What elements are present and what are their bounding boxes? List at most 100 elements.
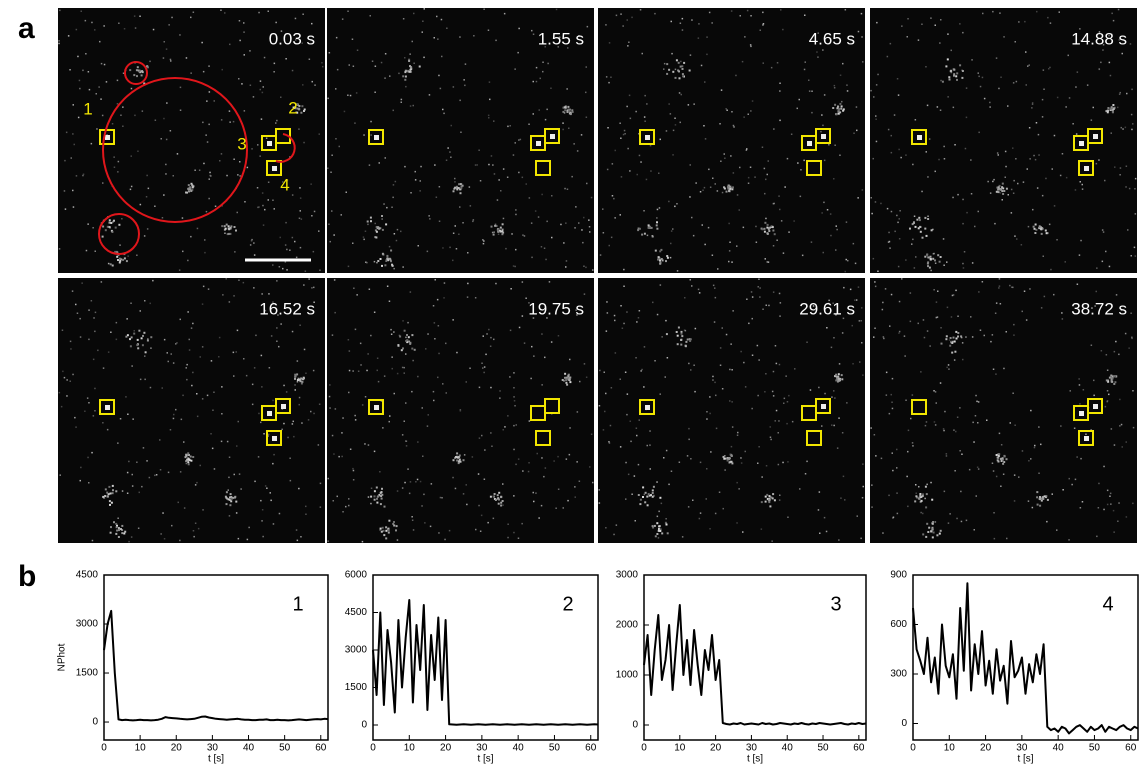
noise-pixel	[779, 364, 781, 366]
noise-pixel	[180, 471, 182, 473]
blob-pixel	[955, 331, 957, 333]
blob-pixel	[641, 234, 643, 236]
blob-pixel	[731, 462, 733, 464]
blob-pixel	[648, 493, 650, 495]
noise-pixel	[366, 262, 368, 264]
noise-pixel	[201, 42, 203, 44]
y-tick-label: 1500	[76, 668, 99, 679]
noise-pixel	[856, 130, 858, 132]
noise-pixel	[627, 148, 629, 150]
noise-pixel	[859, 361, 861, 363]
noise-pixel	[276, 120, 278, 122]
blob-pixel	[390, 250, 392, 252]
noise-pixel	[706, 468, 708, 470]
noise-pixel	[1126, 441, 1128, 443]
noise-pixel	[218, 356, 220, 358]
noise-pixel	[149, 61, 151, 63]
noise-pixel	[603, 232, 605, 234]
noise-pixel	[261, 118, 263, 120]
noise-pixel	[891, 402, 893, 404]
noise-pixel	[309, 59, 311, 61]
noise-pixel	[389, 421, 391, 423]
noise-pixel	[423, 57, 425, 59]
noise-pixel	[131, 536, 133, 538]
spot	[1079, 411, 1084, 416]
noise-pixel	[289, 458, 291, 460]
noise-pixel	[429, 94, 431, 96]
noise-pixel	[495, 283, 497, 285]
blob-pixel	[915, 226, 917, 228]
blob-pixel	[951, 352, 953, 354]
blob-pixel	[497, 228, 499, 230]
blob-pixel	[375, 237, 377, 239]
noise-pixel	[1076, 456, 1078, 458]
noise-pixel	[378, 381, 380, 383]
noise-pixel	[441, 497, 443, 499]
noise-pixel	[927, 105, 929, 107]
noise-pixel	[1077, 71, 1079, 73]
noise-pixel	[712, 379, 714, 381]
noise-pixel	[569, 427, 571, 429]
noise-pixel	[885, 288, 887, 290]
noise-pixel	[1122, 128, 1124, 130]
blob-pixel	[953, 337, 955, 339]
noise-pixel	[779, 209, 781, 211]
noise-pixel	[292, 331, 294, 333]
noise-pixel	[966, 520, 968, 522]
noise-pixel	[1082, 184, 1084, 186]
noise-pixel	[611, 237, 613, 239]
blob-pixel	[680, 339, 682, 341]
noise-pixel	[354, 415, 356, 417]
blob-pixel	[1112, 111, 1114, 113]
noise-pixel	[586, 183, 588, 185]
noise-pixel	[1065, 261, 1067, 263]
blob-pixel	[682, 75, 684, 77]
noise-pixel	[658, 511, 660, 512]
noise-pixel	[806, 342, 808, 344]
noise-pixel	[1113, 531, 1115, 533]
noise-pixel	[883, 336, 885, 338]
noise-pixel	[946, 453, 948, 455]
noise-pixel	[1035, 159, 1037, 161]
blob-pixel	[497, 497, 499, 499]
noise-pixel	[899, 218, 901, 220]
noise-pixel	[862, 374, 864, 376]
noise-pixel	[490, 387, 492, 389]
noise-pixel	[229, 121, 231, 123]
noise-pixel	[404, 372, 406, 374]
noise-pixel	[384, 375, 386, 377]
blob-pixel	[764, 231, 766, 233]
noise-pixel	[940, 110, 942, 112]
noise-pixel	[599, 370, 601, 372]
noise-pixel	[385, 157, 387, 159]
blob-pixel	[1114, 381, 1116, 383]
noise-pixel	[553, 460, 555, 462]
noise-pixel	[591, 434, 593, 436]
noise-pixel	[390, 329, 392, 331]
noise-pixel	[802, 255, 804, 257]
noise-pixel	[199, 170, 201, 172]
noise-pixel	[348, 266, 350, 268]
noise-pixel	[1052, 493, 1054, 495]
noise-pixel	[1098, 507, 1100, 509]
blob-pixel	[1033, 226, 1035, 228]
blob-pixel	[108, 493, 110, 495]
blob-pixel	[839, 103, 841, 105]
noise-pixel	[192, 323, 194, 325]
noise-pixel	[937, 291, 939, 293]
blob-pixel	[411, 348, 413, 350]
noise-pixel	[957, 194, 959, 196]
noise-pixel	[668, 103, 670, 105]
noise-pixel	[833, 425, 835, 427]
noise-pixel	[834, 85, 836, 87]
noise-pixel	[470, 205, 472, 207]
blob-pixel	[637, 229, 639, 231]
noise-pixel	[209, 178, 211, 180]
blob-pixel	[837, 376, 839, 378]
blob-pixel	[112, 485, 114, 487]
noise-pixel	[266, 138, 268, 140]
noise-pixel	[510, 125, 512, 127]
noise-pixel	[1016, 238, 1018, 240]
blob-pixel	[832, 107, 834, 109]
